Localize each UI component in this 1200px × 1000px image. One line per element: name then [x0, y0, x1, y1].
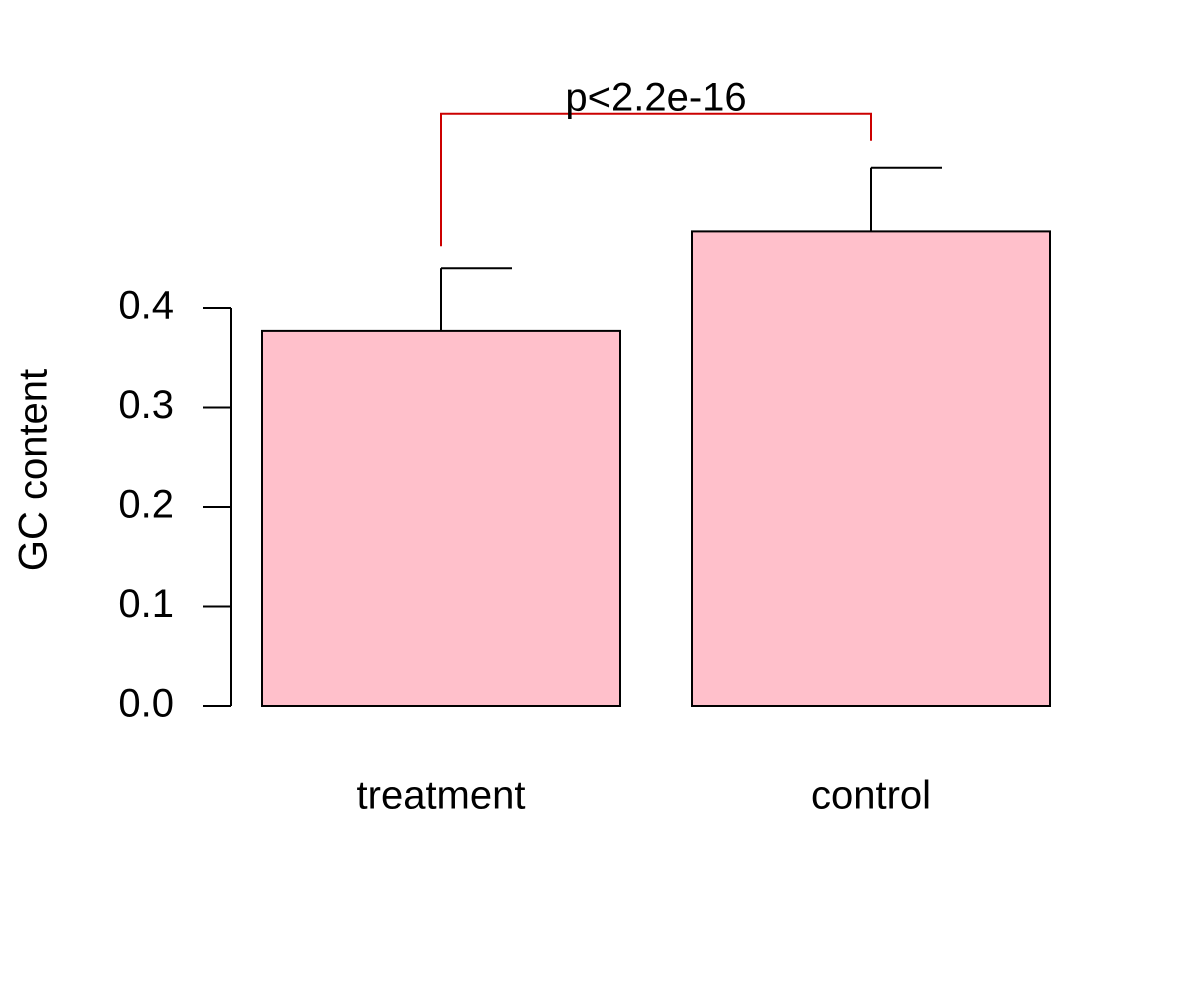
y-tick-label: 0.3: [118, 383, 174, 427]
y-tick-label: 0.4: [118, 284, 174, 328]
y-tick-label: 0.1: [118, 582, 174, 626]
bar: [261, 329, 621, 707]
x-tick-label: control: [811, 774, 931, 818]
y-axis-label: GC content: [12, 369, 56, 571]
x-tick-label: treatment: [357, 774, 526, 818]
bar: [691, 230, 1051, 707]
significance-bracket: [440, 112, 872, 247]
y-tick-label: 0.0: [118, 682, 174, 726]
annotation: p<2.2e-16: [565, 75, 746, 119]
y-tick-label: 0.2: [118, 483, 174, 527]
